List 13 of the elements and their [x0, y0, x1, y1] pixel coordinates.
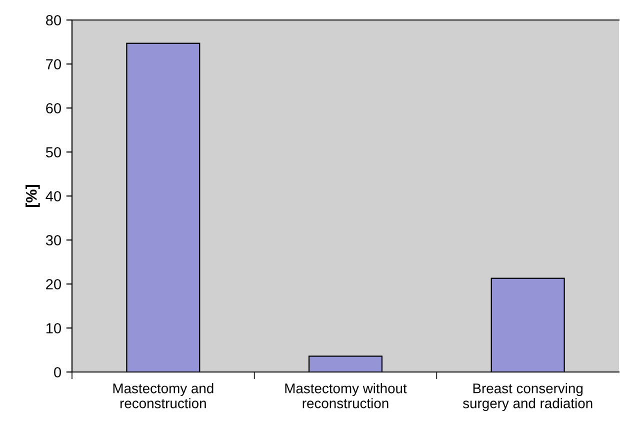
y-axis-title: [%] — [26, 184, 40, 208]
y-tick-label: 10 — [46, 323, 62, 334]
y-tick-label: 0 — [54, 367, 62, 378]
y-tick-label: 40 — [46, 191, 62, 202]
x-tick-label: Mastectomy and reconstruction — [113, 383, 214, 408]
y-tick-label: 20 — [46, 279, 62, 290]
y-tick-label: 50 — [46, 147, 62, 158]
y-tick-label: 80 — [46, 15, 62, 26]
y-tick-label: 60 — [46, 103, 62, 114]
x-tick-label: Breast conserving surgery and radiation — [462, 383, 592, 412]
y-tick-label: 70 — [46, 59, 62, 70]
x-tick-label: Mastectomy without reconstruction — [285, 383, 407, 408]
y-tick-label: 30 — [46, 235, 62, 246]
